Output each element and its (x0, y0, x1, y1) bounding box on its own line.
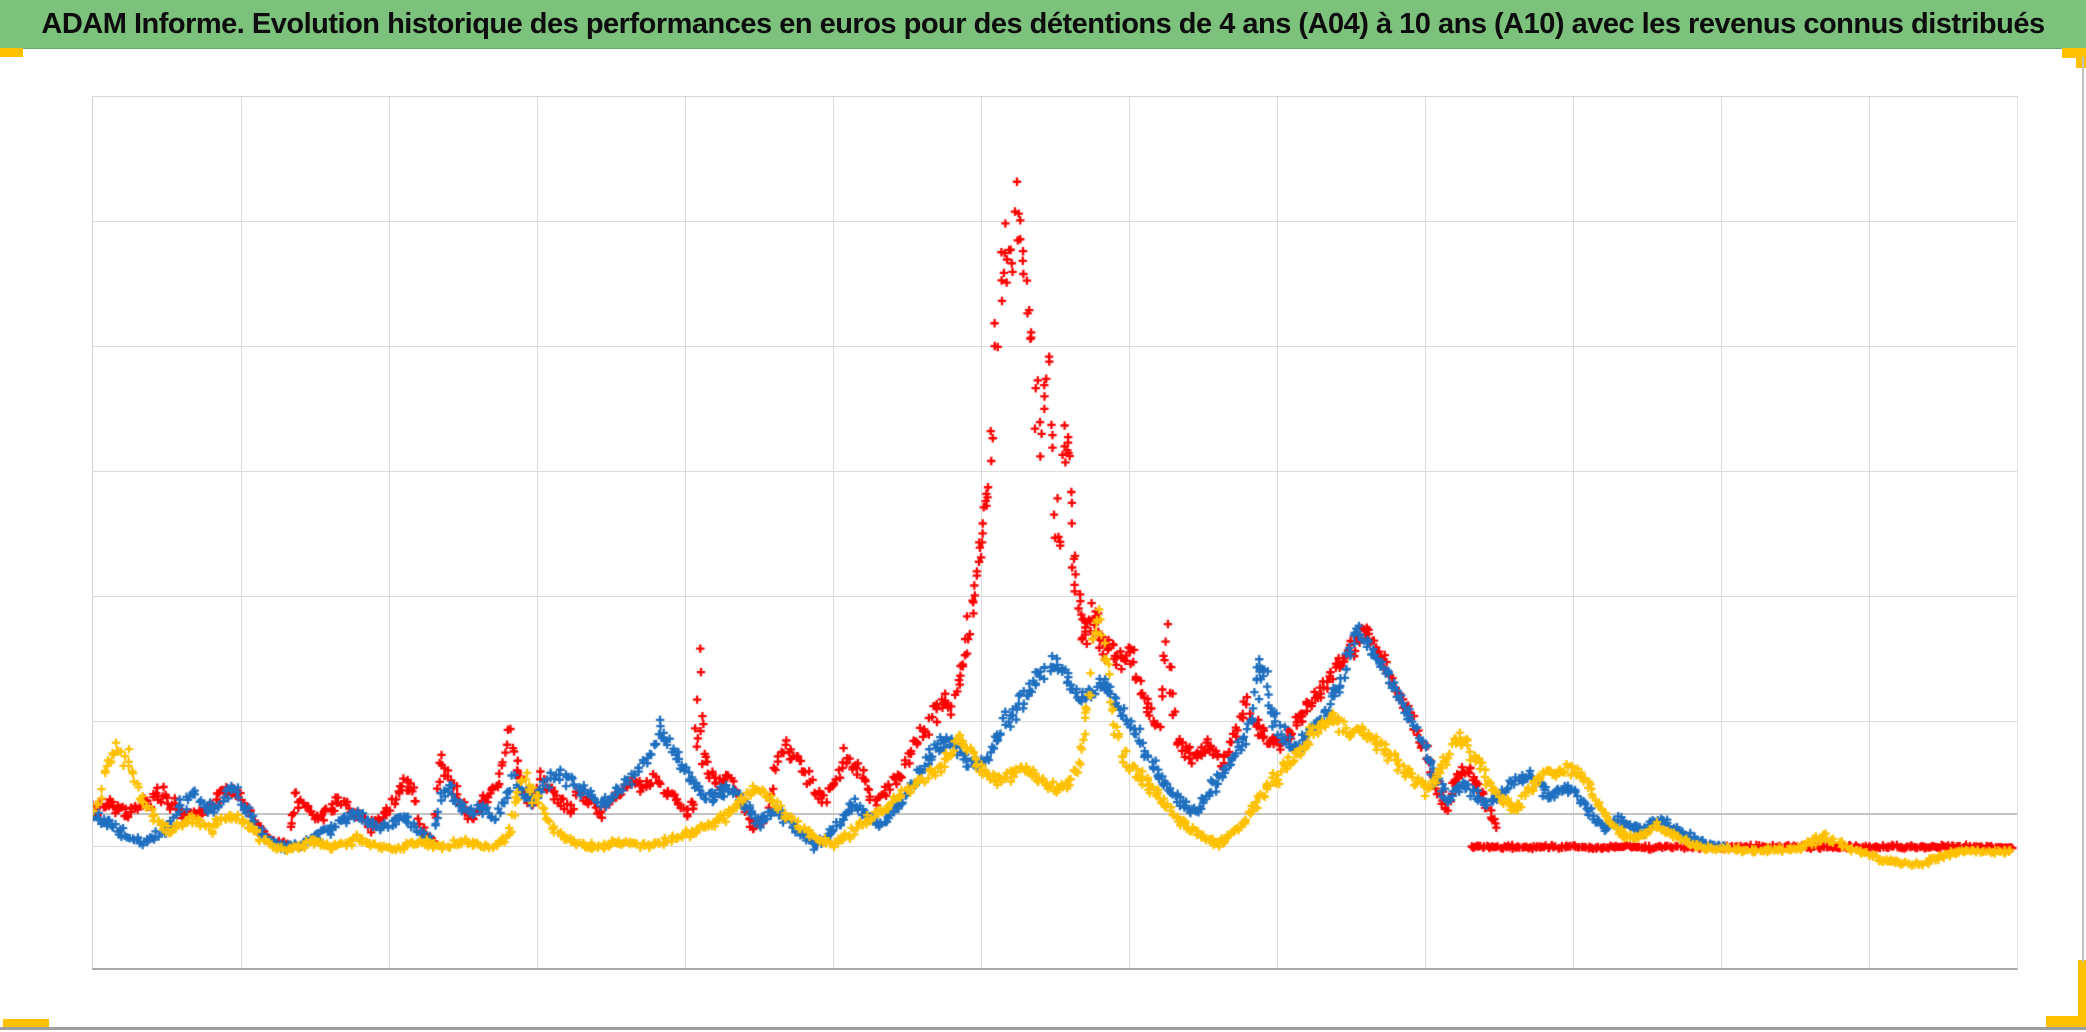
accent-mark (2062, 48, 2086, 58)
accent-mark (2046, 1016, 2086, 1027)
chart-title-bar[interactable]: ADAM Informe. Evolution historique des p… (0, 0, 2086, 49)
accent-mark (3, 1019, 49, 1029)
accent-mark (2076, 48, 2086, 68)
chart-title: ADAM Informe. Evolution historique des p… (41, 7, 2045, 40)
right-frame-line (2082, 57, 2084, 962)
accent-mark (0, 48, 23, 57)
scatter-chart-area[interactable] (92, 96, 2018, 970)
bottom-frame-line (0, 1027, 2086, 1030)
scatter-plot-canvas (93, 97, 2017, 968)
accent-mark (2078, 960, 2086, 1027)
